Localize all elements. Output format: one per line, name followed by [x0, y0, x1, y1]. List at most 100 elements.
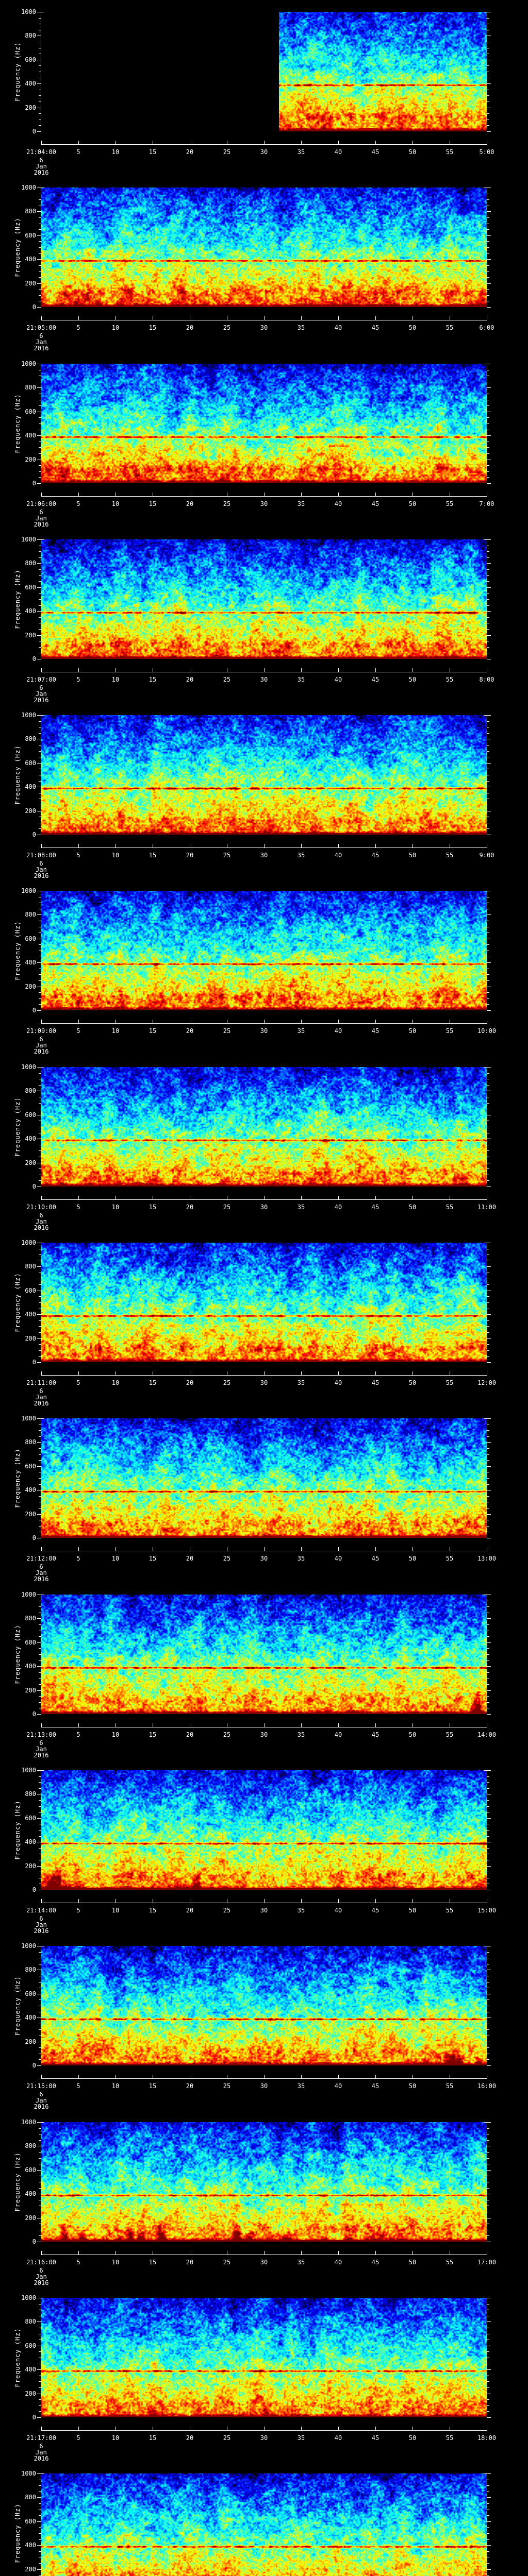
- x-tick: [375, 1547, 376, 1551]
- y-minor-tick: [39, 575, 41, 576]
- y-minor-tick: [487, 1952, 489, 1953]
- x-tick: [375, 1020, 376, 1023]
- x-tick-label: 20: [186, 1027, 194, 1035]
- x-tick: [301, 493, 302, 496]
- y-minor-tick: [487, 557, 489, 558]
- y-tick-label: 800: [25, 1263, 36, 1270]
- x-tick-label: 50: [408, 2082, 417, 2090]
- spectrogram-canvas: [41, 891, 487, 1010]
- x-tick-label: 15: [148, 852, 157, 859]
- x-tick: [338, 2251, 339, 2255]
- x-tick: [412, 2427, 413, 2430]
- x-tick-label: 35: [297, 1027, 305, 1035]
- y-minor-tick: [39, 447, 41, 448]
- y-minor-tick: [487, 289, 489, 290]
- x-tick-label: 15: [148, 500, 157, 507]
- x-tick: [41, 844, 42, 848]
- y-major-tick: [487, 435, 491, 436]
- y-major-tick: [487, 2065, 491, 2066]
- y-minor-tick: [39, 557, 41, 558]
- y-minor-tick: [487, 974, 489, 975]
- y-minor-tick: [487, 2059, 489, 2060]
- y-minor-tick: [487, 2563, 489, 2564]
- y-major-tick: [37, 1010, 41, 1011]
- y-minor-tick: [39, 733, 41, 734]
- y-tick-label: 400: [25, 80, 36, 87]
- date-label: 6: [39, 1915, 43, 1922]
- x-tick: [78, 1020, 79, 1023]
- y-minor-tick: [487, 2152, 489, 2153]
- y-major-tick: [37, 2545, 41, 2546]
- x-tick-label: 35: [297, 1379, 305, 1386]
- x-axis-line: [41, 2430, 487, 2431]
- date-label: Jan: [36, 1569, 47, 1577]
- y-tick-label: 800: [25, 1438, 36, 1446]
- y-minor-tick: [487, 2128, 489, 2129]
- spectrogram-canvas: [41, 12, 487, 131]
- y-major-tick: [37, 2417, 41, 2418]
- y-minor-tick: [487, 2527, 489, 2528]
- y-minor-tick: [487, 1332, 489, 1333]
- y-tick-label: 800: [25, 384, 36, 391]
- x-tick-label: 25: [223, 1731, 231, 1738]
- x-tick: [375, 668, 376, 672]
- x-tick-label: 5: [76, 1379, 80, 1386]
- y-minor-tick: [487, 751, 489, 752]
- y-tick-label: 600: [25, 584, 36, 591]
- y-minor-tick: [487, 2405, 489, 2406]
- y-axis-title: Frequency (Hz): [14, 217, 21, 277]
- x-tick-label: 10: [111, 852, 120, 859]
- y-minor-tick: [487, 1806, 489, 1807]
- x-tick: [301, 2427, 302, 2430]
- x-tick-label: 35: [297, 500, 305, 507]
- date-label: Jan: [36, 866, 47, 873]
- y-tick-label: 600: [25, 935, 36, 942]
- y-minor-tick: [39, 2158, 41, 2159]
- y-tick-label: 800: [25, 560, 36, 567]
- x-tick-label: 35: [297, 2434, 305, 2442]
- x-tick-label: 15: [148, 324, 157, 331]
- y-tick-label: 0: [32, 2062, 36, 2069]
- x-axis-line: [41, 1375, 487, 1376]
- y-minor-tick: [487, 2503, 489, 2504]
- y-minor-tick: [487, 1782, 489, 1783]
- x-tick: [412, 493, 413, 496]
- date-label: 6: [39, 2267, 43, 2274]
- y-tick-label: 200: [25, 104, 36, 111]
- y-minor-tick: [487, 1103, 489, 1104]
- x-tick-label: 45: [371, 1204, 380, 1211]
- y-major-tick: [487, 1642, 491, 1643]
- y-minor-tick: [487, 1085, 489, 1086]
- y-minor-tick: [39, 1848, 41, 1849]
- x-tick-label: 10: [111, 1379, 120, 1386]
- axis-corner-cap: [41, 2122, 44, 2123]
- y-major-tick: [37, 1690, 41, 1691]
- x-tick-label: 25: [223, 1379, 231, 1386]
- y-axis-title: Frequency (Hz): [14, 745, 21, 805]
- y-minor-tick: [39, 1180, 41, 1181]
- y-major-tick: [37, 1866, 41, 1867]
- spectrogram-canvas: [41, 1067, 487, 1187]
- y-minor-tick: [39, 1606, 41, 1607]
- y-minor-tick: [39, 217, 41, 218]
- y-minor-tick: [39, 1454, 41, 1455]
- x-tick: [412, 668, 413, 672]
- y-minor-tick: [487, 101, 489, 102]
- x-tick-label: 15: [148, 1379, 157, 1386]
- x-end-time-label: 17:00: [477, 2259, 497, 2266]
- y-minor-tick: [487, 477, 489, 478]
- y-tick-label: 0: [32, 1007, 36, 1014]
- y-minor-tick: [487, 229, 489, 230]
- y-major-tick: [487, 1418, 491, 1419]
- x-tick-label: 30: [260, 148, 268, 156]
- x-tick-label: 20: [186, 1204, 194, 1211]
- x-tick-label: 15: [148, 148, 157, 156]
- x-tick: [264, 2251, 265, 2255]
- y-major-tick: [37, 2369, 41, 2370]
- y-minor-tick: [487, 1344, 489, 1345]
- y-minor-tick: [487, 1326, 489, 1327]
- y-major-tick: [487, 962, 491, 963]
- x-tick-label: 50: [408, 2259, 417, 2266]
- spectrogram-panel: 0 200 400 600 800 1000 Frequency (Hz) 5 10 15 20 25…: [0, 1406, 528, 1583]
